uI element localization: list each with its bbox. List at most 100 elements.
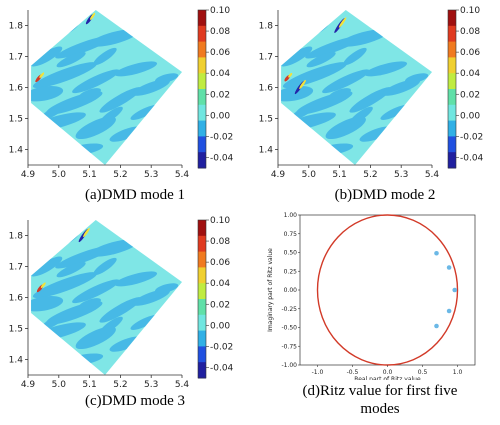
low-value-patch bbox=[382, 79, 421, 96]
mid-value-streak bbox=[83, 227, 90, 238]
colorbar-segment bbox=[198, 41, 206, 58]
ritz-point bbox=[452, 287, 457, 293]
colorbar-tick-label: 0.02 bbox=[210, 300, 230, 310]
panel-ritz-values: -1.0 -0.5 0.0 0.5 1.0 1.00 0.75 0.50 0.25 0.00 -0.… bbox=[250, 210, 500, 425]
x-tick-label: 5.1 bbox=[82, 380, 96, 390]
low-value-patch bbox=[281, 85, 314, 102]
caption-mode-3: (c)DMD mode 3 bbox=[85, 393, 185, 409]
mid-value-streak bbox=[338, 17, 347, 28]
y-tick-label: 1.5 bbox=[9, 325, 23, 335]
y-tick-label: 1.4 bbox=[9, 146, 24, 156]
colorbar-tick-label: 0.04 bbox=[210, 279, 230, 289]
x-tick-label: 5.0 bbox=[52, 170, 67, 180]
x-tick-label: 4.9 bbox=[271, 170, 286, 180]
colorbar-tick-label: 0.04 bbox=[210, 69, 230, 79]
y-tick-label: 1.5 bbox=[259, 115, 273, 125]
low-value-patch bbox=[343, 47, 367, 66]
colorbar-tick-label: 0.10 bbox=[210, 216, 230, 226]
colorbar-segment bbox=[198, 330, 206, 347]
colorbar-segment bbox=[198, 10, 206, 27]
colorbar-tick-label: 0.08 bbox=[460, 27, 480, 37]
mid-value-streak bbox=[299, 79, 306, 90]
colorbar-tick-label: -0.02 bbox=[210, 132, 233, 142]
ritz-y-tick-label: -0.25 bbox=[281, 306, 297, 313]
colorbar-tick-label: 0.06 bbox=[210, 48, 230, 58]
low-value-patch bbox=[349, 87, 392, 113]
colorbar-tick-label: -0.02 bbox=[460, 132, 483, 142]
low-value-patch bbox=[282, 62, 347, 89]
mid-value-streak bbox=[288, 72, 293, 78]
ritz-y-tick-label: -0.50 bbox=[281, 325, 297, 332]
y-tick-label: 1.5 bbox=[9, 115, 23, 125]
ritz-y-tick-label: -1.00 bbox=[281, 362, 297, 369]
colorbar-segment bbox=[198, 89, 206, 106]
low-value-patch bbox=[132, 79, 171, 96]
low-value-patch bbox=[31, 46, 63, 67]
colorbar-tick-label: 0.08 bbox=[210, 27, 230, 37]
colorbar-segment bbox=[198, 314, 206, 332]
low-value-patch bbox=[56, 51, 86, 68]
colorbar-frame bbox=[197, 9, 207, 169]
ritz-point bbox=[446, 265, 452, 270]
low-value-patch bbox=[114, 271, 158, 287]
x-tick-label: 5.3 bbox=[144, 170, 158, 180]
colorbar-segment bbox=[448, 120, 456, 137]
ritz-x-axis-label: Real part of Ritz value bbox=[354, 376, 421, 380]
caption-ritz-line2: modes bbox=[360, 401, 400, 417]
ritz-y-tick-label: 1.00 bbox=[284, 212, 298, 219]
colorbar-segment bbox=[448, 104, 456, 122]
low-value-patch bbox=[90, 29, 139, 47]
x-tick-label: 5.2 bbox=[113, 170, 127, 180]
colorbar-segment bbox=[448, 57, 456, 74]
colorbar-segment bbox=[198, 152, 206, 169]
low-value-patch bbox=[32, 62, 97, 89]
x-tick-label: 5.3 bbox=[394, 170, 408, 180]
ritz-point bbox=[434, 250, 439, 256]
colorbar-tick-label: 0.00 bbox=[210, 321, 230, 331]
ritz-y-axis-label: Imaginary part of Ritz value bbox=[267, 248, 274, 332]
y-tick-label: 1.6 bbox=[9, 294, 24, 304]
colorbar-segment bbox=[448, 136, 456, 153]
ritz-point bbox=[434, 323, 439, 329]
colorbar-tick-label: 0.00 bbox=[210, 111, 230, 121]
colorbar-segment bbox=[198, 251, 206, 268]
low-value-patch bbox=[99, 297, 142, 323]
y-tick-label: 1.6 bbox=[259, 84, 274, 94]
colorbar-tick-label: 0.02 bbox=[210, 90, 230, 100]
x-tick-label: 5.1 bbox=[332, 170, 346, 180]
mode-3-plot: 4.9 5.0 5.1 5.2 5.3 5.4 1.8 1.7 1.6 1.5 1.4 0.10 0.0… bbox=[9, 216, 234, 390]
mid-value-streak bbox=[75, 224, 79, 229]
ritz-plot: -1.0 -0.5 0.0 0.5 1.0 1.00 0.75 0.50 0.25 0.00 -0.… bbox=[267, 212, 476, 383]
low-value-patch bbox=[31, 256, 63, 277]
low-value-patch bbox=[99, 87, 142, 113]
colorbar-segment bbox=[448, 10, 456, 27]
x-tick-label: 5.2 bbox=[363, 170, 377, 180]
colorbar-tick-label: 0.10 bbox=[460, 6, 480, 16]
low-value-patch bbox=[114, 61, 158, 77]
low-value-patch bbox=[99, 316, 123, 335]
ritz-y-tick-label: 0.25 bbox=[284, 268, 298, 275]
low-value-patch bbox=[78, 88, 101, 100]
x-tick-label: 4.9 bbox=[21, 170, 36, 180]
colorbar-tick-label: 0.10 bbox=[210, 6, 230, 16]
mode-1-plot: 4.9 5.0 5.1 5.2 5.3 5.4 1.8 1.7 1.6 1.5 1.4 0.10 0.0… bbox=[9, 6, 234, 180]
low-value-patch bbox=[72, 279, 120, 304]
colorbar-tick-label: 0.02 bbox=[460, 90, 480, 100]
colorbar-tick-label: 0.06 bbox=[460, 48, 480, 58]
ritz-y-tick-label: 0.75 bbox=[284, 231, 298, 238]
colorbar-segment bbox=[198, 120, 206, 137]
colorbar-tick-label: 0.08 bbox=[210, 237, 230, 247]
colorbar-segment bbox=[198, 299, 206, 316]
x-tick-label: 5.4 bbox=[175, 380, 190, 390]
colorbar-segment bbox=[198, 346, 206, 363]
ritz-y-tick-label: 0.00 bbox=[284, 287, 298, 294]
colorbar-segment bbox=[198, 283, 206, 300]
colorbar-tick-label: -0.04 bbox=[210, 153, 234, 163]
low-value-patch bbox=[72, 69, 120, 94]
colorbar-tick-label: -0.04 bbox=[460, 153, 484, 163]
ritz-x-tick-label: -1.0 bbox=[312, 369, 324, 376]
mid-value-streak bbox=[39, 72, 45, 78]
x-tick-label: 5.4 bbox=[175, 170, 190, 180]
x-tick-label: 5.0 bbox=[52, 380, 67, 390]
colorbar-segment bbox=[198, 362, 206, 379]
